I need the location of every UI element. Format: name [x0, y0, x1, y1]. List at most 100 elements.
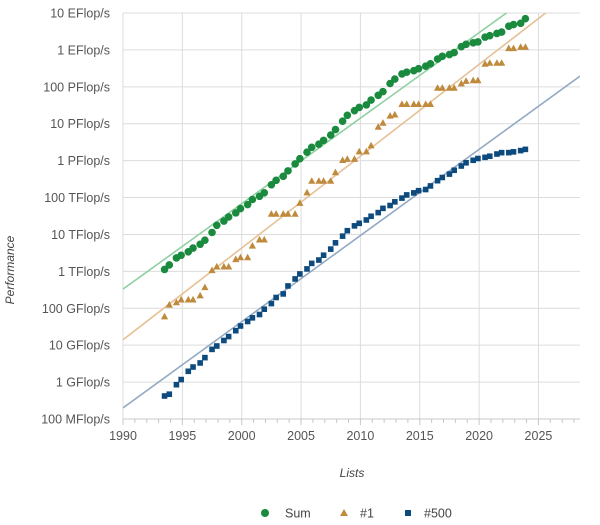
point-sum: [379, 87, 387, 96]
point-top1: [255, 235, 264, 243]
point-500: [470, 157, 476, 164]
point-500: [332, 240, 339, 246]
x-axis-label: Lists: [340, 466, 365, 480]
point-500: [375, 209, 382, 216]
point-top1: [220, 262, 228, 270]
point-sum: [509, 20, 518, 29]
point-500: [280, 291, 287, 297]
point-top1: [279, 210, 287, 217]
point-top1: [248, 241, 256, 249]
point-top1: [296, 199, 304, 206]
point-500: [244, 318, 251, 325]
point-500: [202, 354, 208, 361]
point-sum: [319, 136, 328, 145]
point-top1: [160, 312, 169, 320]
point-top1: [505, 44, 513, 52]
point-500: [225, 333, 232, 340]
point-top1: [445, 84, 454, 91]
point-top1: [308, 177, 316, 184]
point-500: [316, 257, 322, 263]
point-500: [415, 187, 422, 194]
y-axis-label: Performance: [3, 235, 17, 304]
x-tick-label: 2000: [228, 429, 256, 443]
point-500: [237, 323, 244, 329]
point-top1: [343, 155, 351, 162]
point-sum: [243, 200, 252, 209]
point-500: [387, 202, 393, 209]
point-top1: [462, 77, 470, 84]
point-top1: [165, 301, 173, 308]
point-top1: [260, 235, 268, 243]
point-500: [482, 154, 488, 161]
point-500: [261, 306, 268, 313]
y-tick-label: 100 MFlop/s: [41, 413, 110, 427]
point-sum: [338, 117, 347, 126]
legend-marker-sum: [261, 509, 269, 517]
point-500: [475, 155, 481, 162]
point-500: [320, 252, 327, 259]
point-sum: [343, 111, 352, 120]
point-sum: [426, 60, 435, 68]
point-sum: [224, 213, 233, 221]
point-top1: [493, 59, 501, 66]
point-top1: [236, 253, 245, 261]
point-sum: [260, 188, 269, 197]
point-sum: [189, 244, 197, 252]
trend-line-500: [123, 75, 580, 409]
legend-label-sum: Sum: [285, 507, 311, 521]
point-sum: [414, 64, 423, 73]
trend-lines: [123, 13, 580, 409]
point-500: [166, 391, 173, 397]
point-top1: [391, 110, 399, 118]
point-sum: [450, 48, 458, 57]
point-500: [178, 376, 184, 383]
y-tick-label: 100 GFlop/s: [42, 302, 110, 316]
point-500: [517, 147, 524, 154]
point-top1: [350, 155, 359, 162]
point-sum: [516, 19, 525, 28]
point-500: [458, 163, 465, 169]
x-tick-label: 2005: [287, 429, 315, 443]
point-top1: [232, 255, 240, 263]
point-500: [505, 149, 512, 156]
point-500: [522, 146, 529, 153]
point-500: [285, 283, 291, 289]
legend-label-top1: #1: [360, 507, 374, 521]
point-sum: [165, 261, 174, 269]
point-sum: [485, 31, 494, 40]
point-500: [249, 315, 256, 321]
point-500: [439, 174, 446, 181]
point-500: [173, 381, 180, 388]
point-sum: [279, 172, 288, 181]
point-sum: [296, 154, 304, 163]
point-500: [197, 360, 203, 366]
point-500: [356, 220, 363, 227]
point-500: [308, 260, 315, 267]
point-500: [451, 167, 457, 174]
point-sum: [474, 38, 482, 46]
point-sum: [331, 125, 340, 134]
point-sum: [462, 40, 470, 49]
point-500: [427, 183, 434, 189]
trend-line-top1: [123, 13, 547, 341]
x-tick-label: 2025: [525, 429, 553, 443]
point-500: [434, 177, 441, 184]
y-tick-label: 1 PFlop/s: [57, 154, 110, 168]
point-500: [446, 171, 453, 177]
point-500: [463, 159, 469, 166]
legend: Sum #1 #500: [261, 507, 452, 521]
point-top1: [426, 100, 435, 107]
point-top1: [469, 76, 477, 84]
point-sum: [521, 14, 530, 23]
point-top1: [327, 177, 335, 184]
point-sum: [307, 143, 316, 152]
x-tick-label: 2010: [346, 429, 374, 443]
point-500: [256, 311, 263, 318]
y-tick-label: 1 GFlop/s: [56, 376, 110, 390]
point-top1: [374, 123, 382, 130]
point-500: [510, 149, 517, 155]
point-sum: [248, 195, 257, 204]
point-500: [209, 346, 215, 353]
point-top1: [331, 168, 340, 176]
point-500: [190, 364, 196, 370]
